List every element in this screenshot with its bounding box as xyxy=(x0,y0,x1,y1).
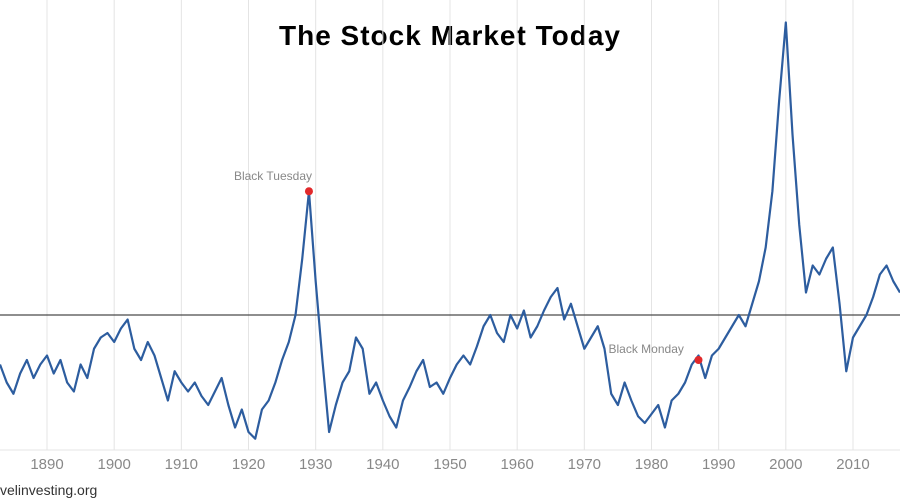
x-tick-label: 1940 xyxy=(366,456,399,473)
x-tick-label: 1990 xyxy=(702,456,735,473)
stock-market-chart: The Stock Market Today 18901900191019201… xyxy=(0,0,900,500)
source-label: velinvesting.org xyxy=(0,482,97,498)
x-tick-label: 1910 xyxy=(165,456,198,473)
annotation-label: Black Monday xyxy=(609,342,684,356)
x-tick-label: 2000 xyxy=(769,456,802,473)
x-tick-label: 1920 xyxy=(232,456,265,473)
x-tick-label: 1950 xyxy=(433,456,466,473)
x-tick-label: 1890 xyxy=(30,456,63,473)
x-tick-label: 1930 xyxy=(299,456,332,473)
x-tick-label: 1980 xyxy=(635,456,668,473)
x-tick-label: 1900 xyxy=(97,456,130,473)
x-tick-label: 1960 xyxy=(500,456,533,473)
annotation-label: Black Tuesday xyxy=(234,169,312,183)
x-tick-label: 2010 xyxy=(836,456,869,473)
plot-area xyxy=(0,0,900,500)
x-tick-label: 1970 xyxy=(568,456,601,473)
